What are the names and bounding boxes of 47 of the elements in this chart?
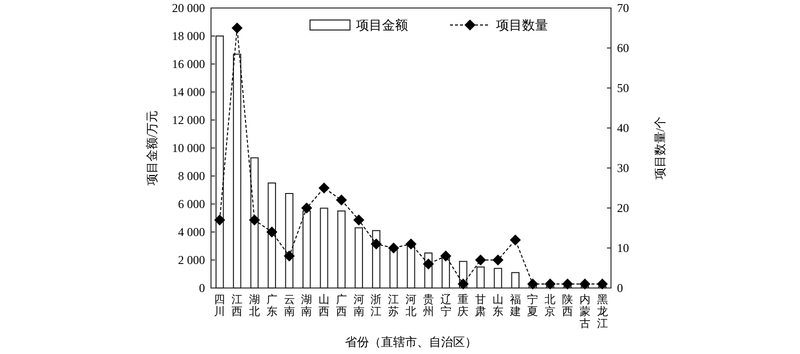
y2-tick-label: 10 — [617, 241, 629, 255]
x-tick-label: 江西 — [232, 294, 243, 318]
y2-tick-label: 50 — [617, 81, 629, 95]
x-tick-label: 重庆 — [458, 293, 469, 318]
x-tick-label: 福建 — [508, 293, 521, 318]
y-tick-label: 10 000 — [172, 141, 205, 155]
y-tick-label: 12 000 — [172, 113, 205, 127]
x-tick-label: 湖北 — [248, 294, 260, 318]
x-tick-label: 黑龙江 — [596, 294, 608, 330]
x-tick-label: 贵州 — [422, 293, 434, 318]
x-tick-label: 甘肃 — [475, 293, 486, 318]
x-tick-label: 云南 — [284, 294, 295, 318]
x-tick-label: 广东 — [266, 293, 278, 318]
legend-label: 项目数量 — [496, 18, 548, 32]
x-tick-label: 江苏 — [388, 294, 400, 318]
y-tick-label: 16 000 — [172, 57, 205, 71]
x-tick-label: 浙江 — [370, 293, 382, 318]
y2-tick-label: 70 — [617, 1, 629, 15]
y2-tick-label: 20 — [617, 201, 629, 215]
x-tick-label: 湖南 — [301, 294, 312, 318]
y2-tick-label: 40 — [617, 121, 629, 135]
x-tick-label: 广西 — [336, 293, 347, 318]
y2-tick-label: 30 — [617, 161, 629, 175]
x-tick-label: 河南 — [353, 294, 364, 318]
y-tick-label: 8 000 — [178, 169, 205, 183]
y-tick-label: 6 000 — [178, 197, 205, 211]
x-tick-label: 辽宁 — [440, 294, 452, 318]
x-tick-label: 四川 — [214, 294, 226, 318]
y-tick-label: 4 000 — [178, 225, 205, 239]
y-tick-label: 2 000 — [178, 253, 205, 267]
y-axis-title: 项目金额/万元 — [145, 110, 159, 186]
y-tick-label: 18 000 — [172, 29, 205, 43]
y2-tick-label: 0 — [617, 281, 623, 295]
y-tick-label: 20 000 — [172, 1, 205, 15]
legend-label: 项目金额 — [356, 18, 408, 32]
x-tick-label: 陕西 — [562, 294, 574, 318]
y2-axis-title: 项目数量/个 — [653, 116, 667, 180]
x-tick-label: 内蒙古 — [579, 293, 590, 330]
y-tick-label: 14 000 — [172, 85, 205, 99]
x-tick-label: 北京 — [544, 293, 556, 318]
x-tick-label: 山西 — [318, 293, 330, 318]
x-tick-label: 宁夏 — [527, 293, 538, 318]
y-tick-label: 0 — [199, 281, 205, 295]
x-tick-label: 河北 — [406, 294, 416, 318]
x-axis-title: 省份（直辖市、自治区） — [345, 335, 477, 349]
y2-tick-label: 60 — [617, 41, 629, 55]
x-tick-label: 山东 — [492, 293, 504, 318]
